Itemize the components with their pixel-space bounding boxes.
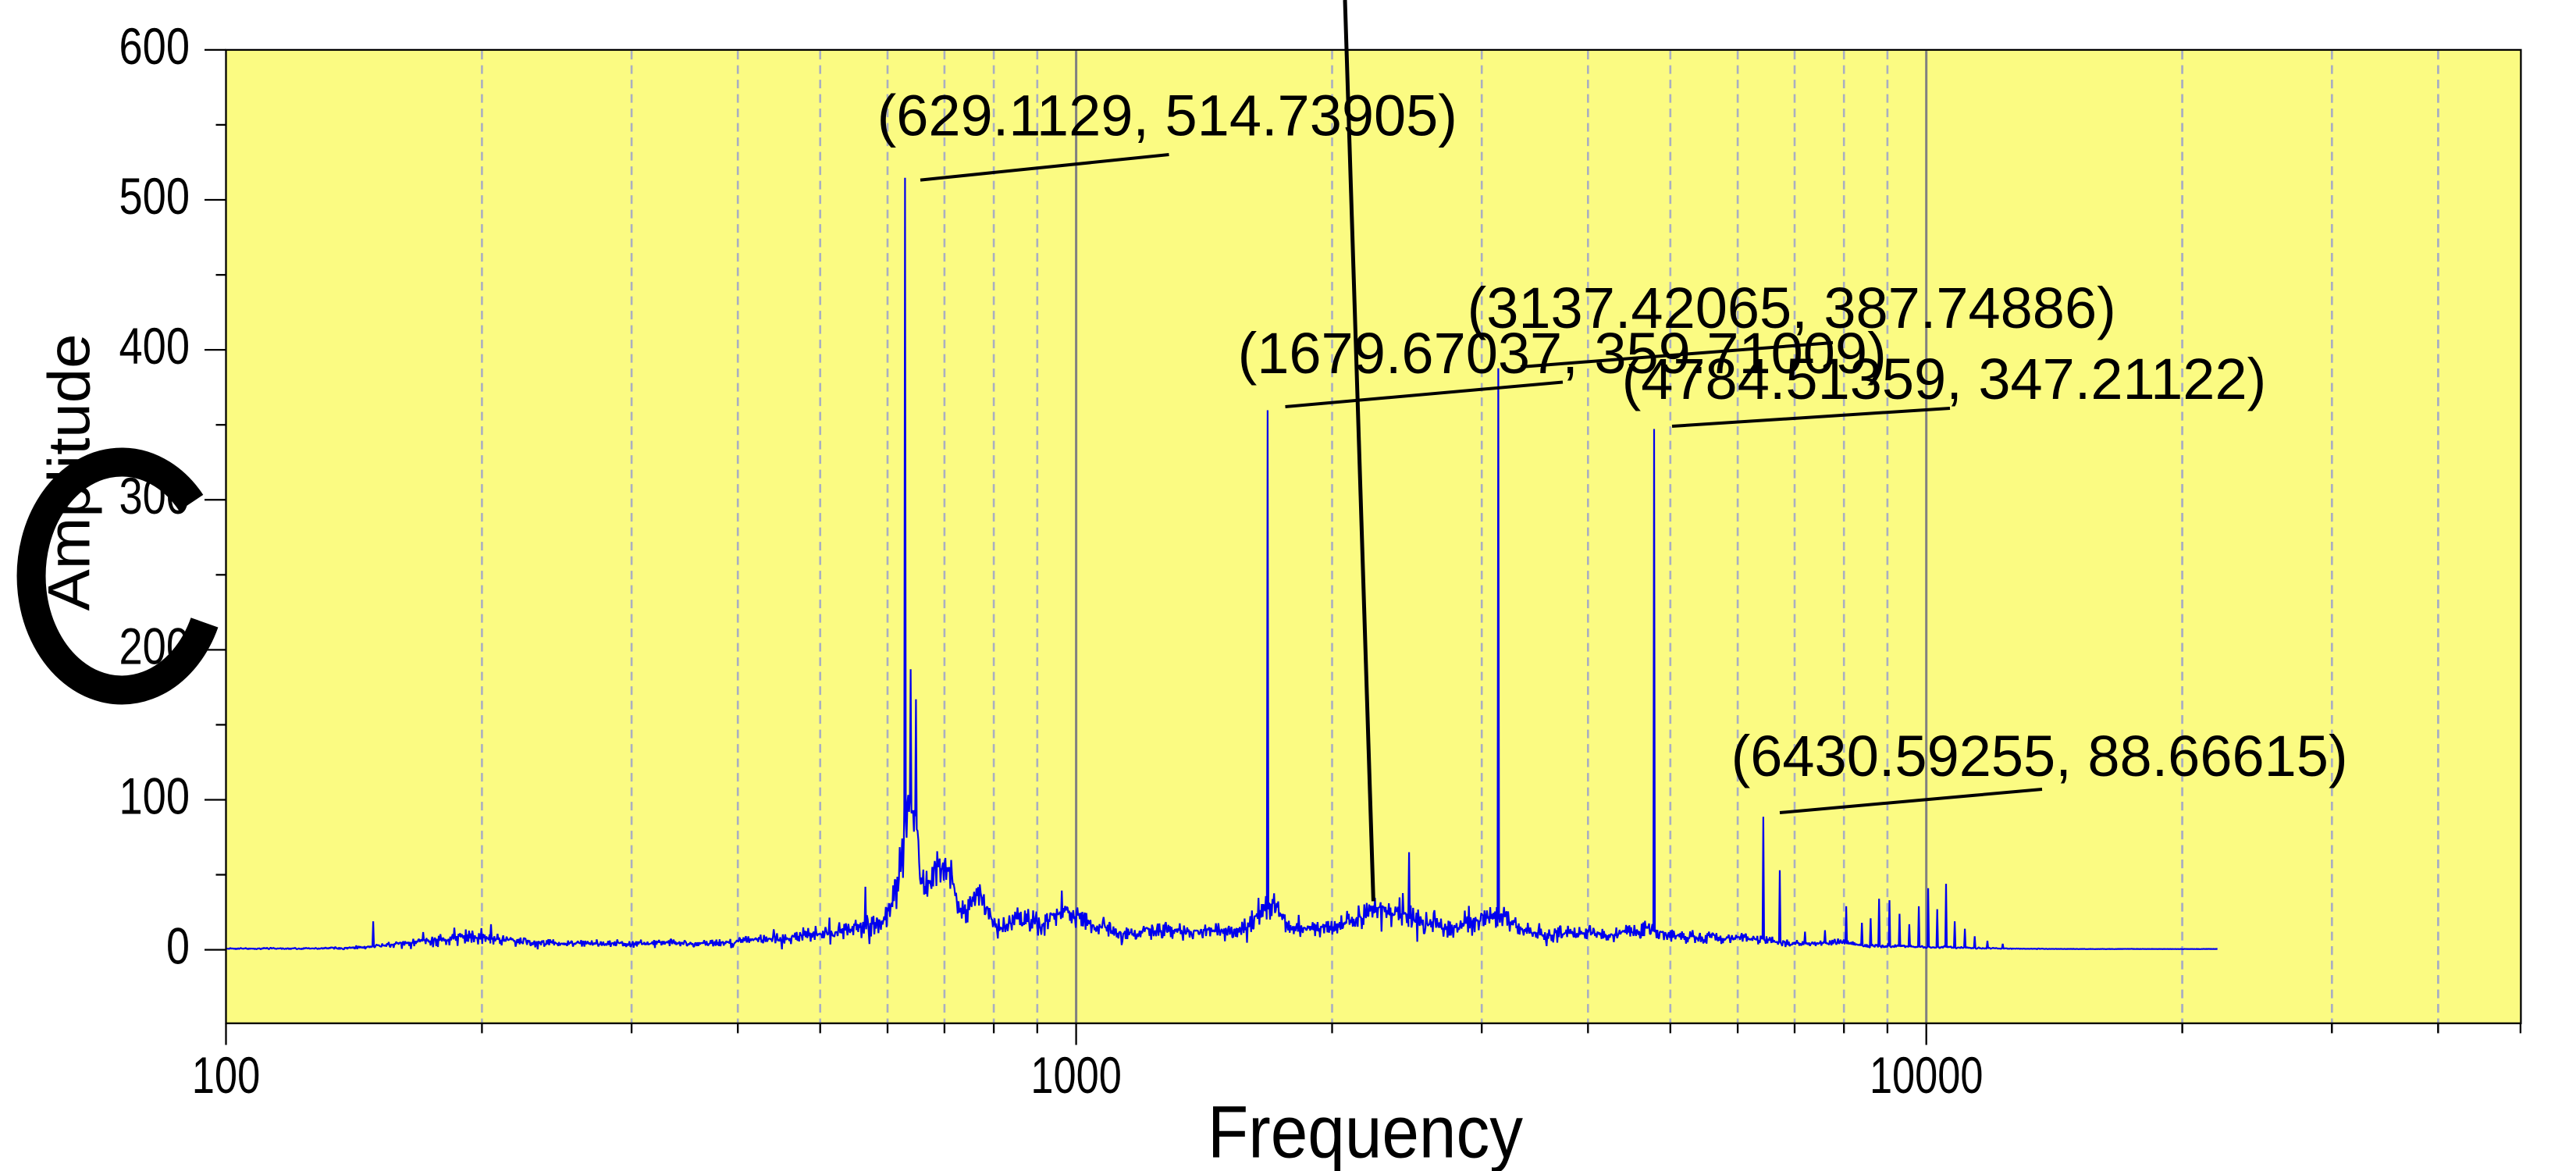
svg-text:(1679.67037, 359.71009): (1679.67037, 359.71009) (1238, 321, 1887, 386)
svg-text:(629.1129, 514.73905): (629.1129, 514.73905) (877, 84, 1457, 148)
svg-text:600: 600 (119, 17, 190, 75)
svg-text:1000: 1000 (1030, 1046, 1121, 1104)
svg-text:Frequency: Frequency (1208, 1091, 1523, 1171)
svg-text:500: 500 (119, 167, 190, 225)
svg-text:400: 400 (119, 317, 190, 375)
svg-text:100: 100 (119, 767, 190, 825)
svg-text:0: 0 (166, 917, 190, 975)
svg-text:(3137.42065, 387.74886): (3137.42065, 387.74886) (1468, 276, 2116, 340)
svg-text:(4784.51359, 347.21122): (4784.51359, 347.21122) (1622, 347, 2267, 411)
svg-text:100: 100 (192, 1046, 261, 1104)
svg-text:10000: 10000 (1870, 1046, 1984, 1104)
svg-text:(6430.59255, 88.66615): (6430.59255, 88.66615) (1731, 724, 2348, 788)
